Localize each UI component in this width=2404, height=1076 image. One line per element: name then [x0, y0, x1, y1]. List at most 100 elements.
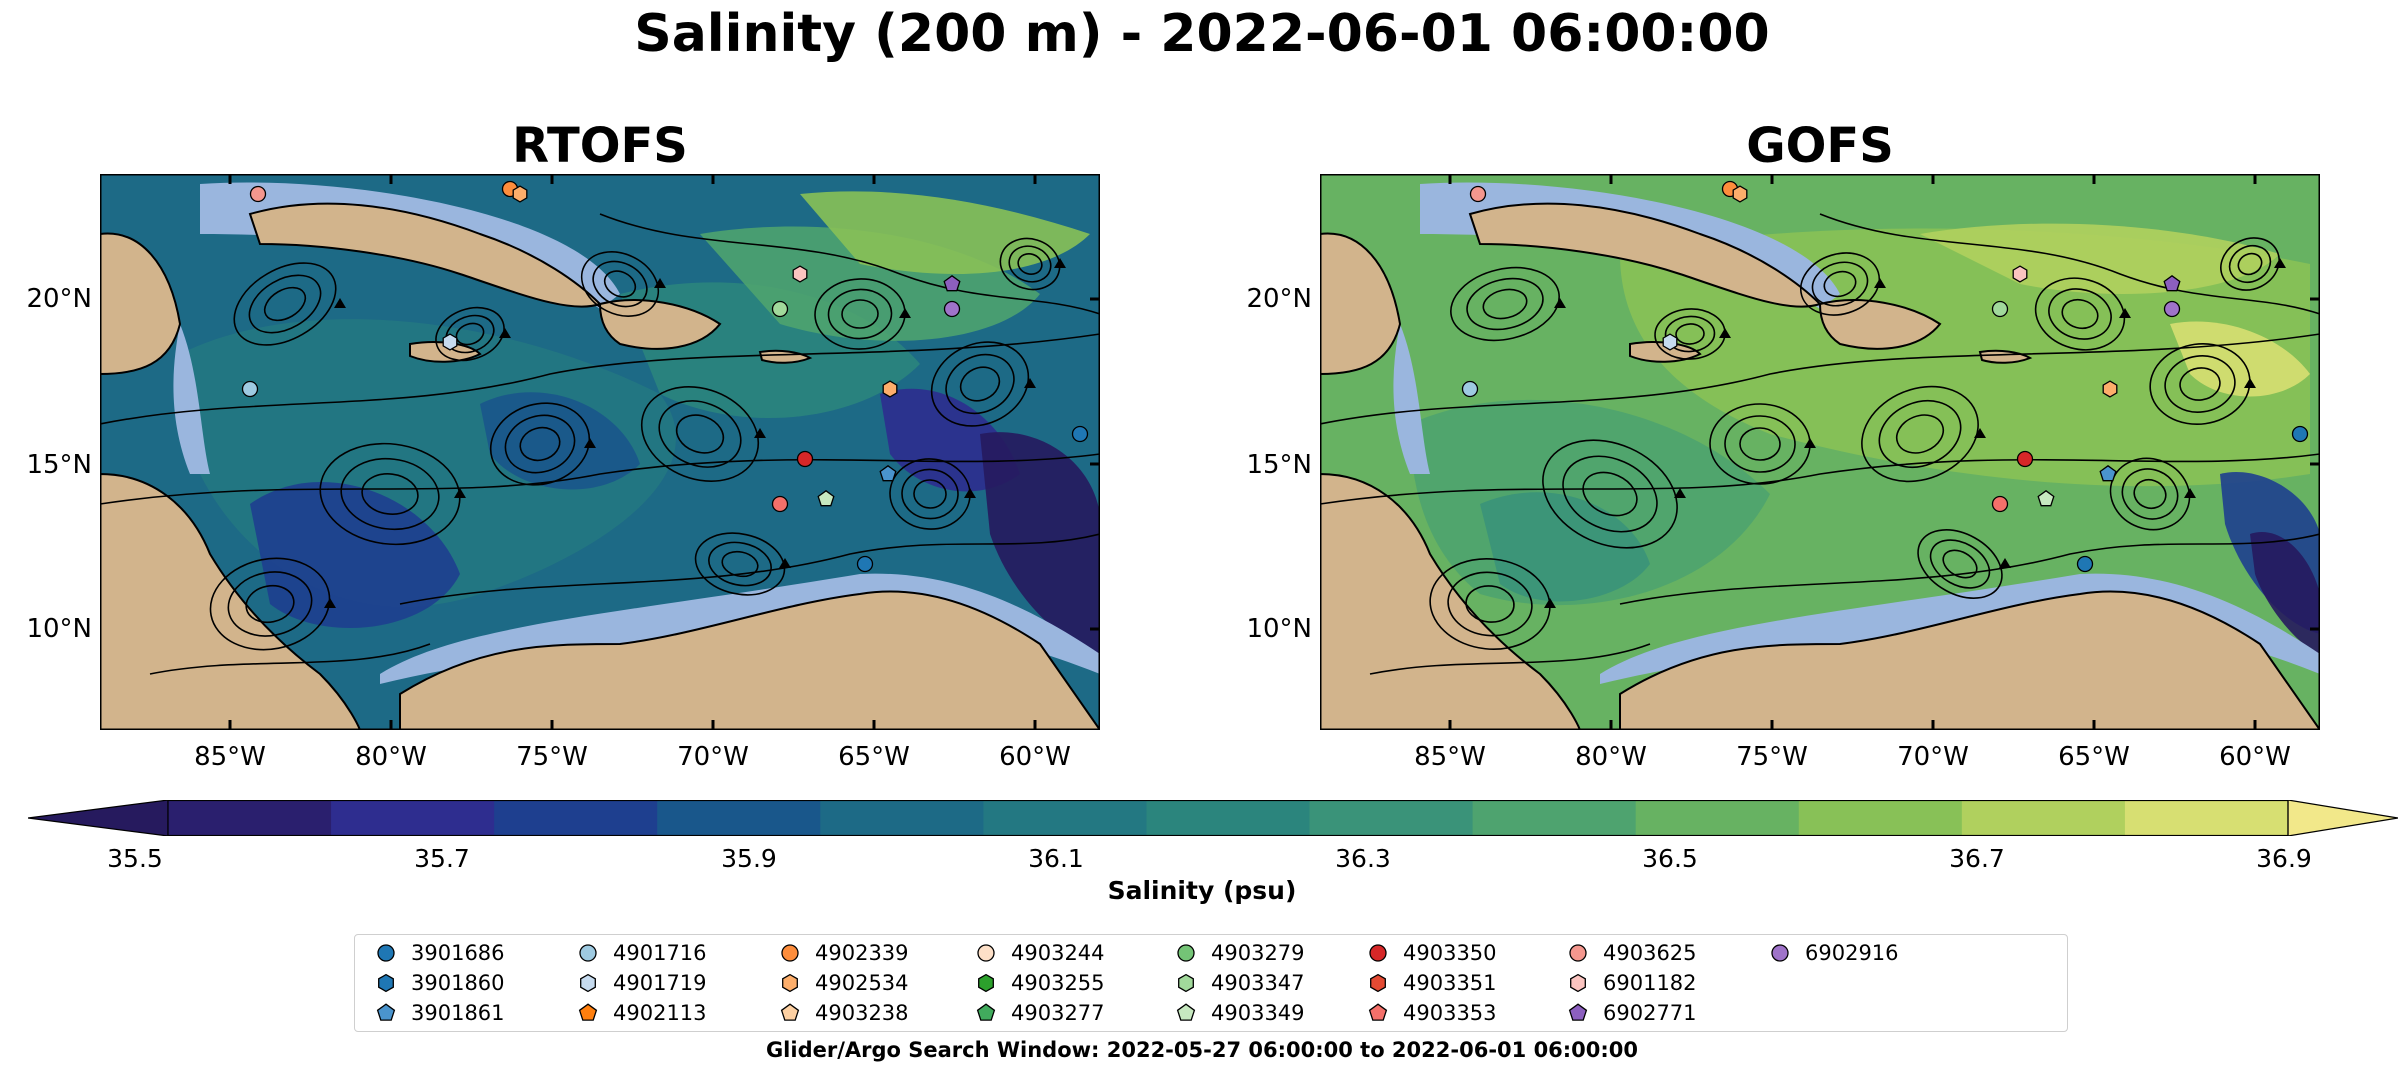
lon-label-75w-right: 75°W: [1736, 742, 1808, 772]
lon-label-65w-left: 65°W: [838, 742, 910, 772]
circle-marker-icon: [1369, 944, 1387, 962]
circle-marker[interactable]: [1771, 944, 1789, 962]
float-marker[interactable]: [1662, 333, 1678, 351]
pentagon-marker-icon: [1176, 1003, 1196, 1021]
float-marker[interactable]: [1469, 185, 1487, 203]
hexagon-marker[interactable]: [978, 973, 994, 993]
circle-marker-icon: [1569, 944, 1587, 962]
map-ticks: [1448, 174, 2320, 730]
hexagon-marker[interactable]: [1370, 973, 1386, 993]
salinity-contour: [1920, 223, 2280, 294]
circle-marker[interactable]: [1369, 944, 1387, 962]
lon-label-65w-right: 65°W: [2058, 742, 2130, 772]
circle-marker-icon: [579, 944, 597, 962]
colorbar-under-arrow: [28, 800, 169, 836]
circle-marker[interactable]: [377, 944, 395, 962]
map-panel-gofs[interactable]: [1320, 174, 2320, 730]
hexagon-marker-icon: [580, 973, 596, 993]
pentagon-marker-icon: [376, 1003, 396, 1021]
float-marker[interactable]: [879, 464, 897, 482]
float-marker[interactable]: [2291, 425, 2309, 443]
float-marker[interactable]: [2076, 555, 2094, 573]
panel-title-rtofs: RTOFS: [512, 118, 688, 174]
legend: 3901686 3901860 3901861 4901716 4901719 49021…: [354, 934, 2068, 1032]
float-marker[interactable]: [2163, 300, 2181, 318]
legend-label: 6902916: [1805, 941, 1899, 965]
float-marker[interactable]: [442, 333, 458, 351]
circle-marker-icon: [1177, 944, 1195, 962]
colorbar-segment: [657, 800, 821, 836]
legend-label: 4903625: [1603, 941, 1697, 965]
float-marker[interactable]: [241, 380, 259, 398]
legend-label: 4903351: [1403, 971, 1497, 995]
hexagon-marker[interactable]: [782, 973, 798, 993]
land-mass: [1619, 590, 2320, 730]
float-marker[interactable]: [249, 185, 267, 203]
pentagon-marker[interactable]: [376, 1003, 396, 1021]
legend-item: 4903255: [975, 969, 1105, 997]
legend-item: 4903279: [1175, 939, 1305, 967]
land-mass: [409, 341, 482, 363]
salinity-map-rtofs[interactable]: [100, 174, 1100, 730]
float-marker[interactable]: [2099, 464, 2117, 482]
circle-marker[interactable]: [1177, 944, 1195, 962]
lat-label-20n-left: 20°N: [26, 284, 92, 314]
hexagon-marker[interactable]: [378, 973, 394, 993]
pentagon-marker[interactable]: [1176, 1003, 1196, 1021]
float-marker[interactable]: [2102, 380, 2118, 398]
pentagon-marker[interactable]: [1368, 1003, 1388, 1021]
circle-marker[interactable]: [977, 944, 995, 962]
pentagon-marker[interactable]: [578, 1003, 598, 1021]
circle-marker[interactable]: [781, 944, 799, 962]
lat-label-15n-left: 15°N: [26, 450, 92, 480]
circle-marker[interactable]: [1569, 944, 1587, 962]
hexagon-marker[interactable]: [580, 973, 596, 993]
float-marker[interactable]: [2012, 265, 2028, 283]
salinity-map-gofs[interactable]: [1320, 174, 2320, 730]
legend-item: 3901860: [375, 969, 505, 997]
legend-label: 4903347: [1211, 971, 1305, 995]
legend-item: 4903347: [1175, 969, 1305, 997]
legend-item: 4901716: [577, 939, 707, 967]
lat-label-15n-right: 15°N: [1246, 450, 1312, 480]
float-marker[interactable]: [771, 300, 789, 318]
float-marker[interactable]: [1732, 185, 1748, 203]
lon-label-85w-right: 85°W: [1414, 742, 1486, 772]
colorbar-segment: [1309, 800, 1474, 836]
lon-label-60w-right: 60°W: [2219, 742, 2291, 772]
float-marker[interactable]: [943, 300, 961, 318]
float-marker[interactable]: [1991, 300, 2009, 318]
legend-label: 4903238: [815, 1001, 909, 1025]
map-panel-rtofs[interactable]: [100, 174, 1100, 730]
float-marker[interactable]: [882, 380, 898, 398]
salinity-contour: [2250, 532, 2320, 654]
circle-marker[interactable]: [579, 944, 597, 962]
colorbar: [28, 800, 2398, 836]
pentagon-marker[interactable]: [780, 1003, 800, 1021]
float-marker[interactable]: [792, 265, 808, 283]
float-marker[interactable]: [943, 274, 961, 292]
float-marker[interactable]: [2037, 489, 2055, 507]
pentagon-marker[interactable]: [976, 1003, 996, 1021]
hexagon-marker[interactable]: [1178, 973, 1194, 993]
pentagon-marker[interactable]: [1568, 1003, 1588, 1021]
colorbar-frame: [167, 800, 2289, 836]
float-marker[interactable]: [1071, 425, 1089, 443]
float-marker[interactable]: [796, 450, 814, 468]
float-marker[interactable]: [856, 555, 874, 573]
land-mass: [1320, 232, 1402, 376]
pentagon-marker-icon: [976, 1003, 996, 1021]
legend-label: 4902534: [815, 971, 909, 995]
float-marker[interactable]: [1461, 380, 1479, 398]
legend-label: 4901716: [613, 941, 707, 965]
legend-item: 3901861: [375, 999, 505, 1027]
float-marker[interactable]: [2016, 450, 2034, 468]
float-marker[interactable]: [771, 495, 789, 513]
float-marker[interactable]: [2163, 274, 2181, 292]
float-marker[interactable]: [512, 185, 528, 203]
float-marker[interactable]: [1991, 495, 2009, 513]
float-marker[interactable]: [817, 489, 835, 507]
legend-label: 6902771: [1603, 1001, 1697, 1025]
legend-label: 4903279: [1211, 941, 1305, 965]
hexagon-marker[interactable]: [1570, 973, 1586, 993]
